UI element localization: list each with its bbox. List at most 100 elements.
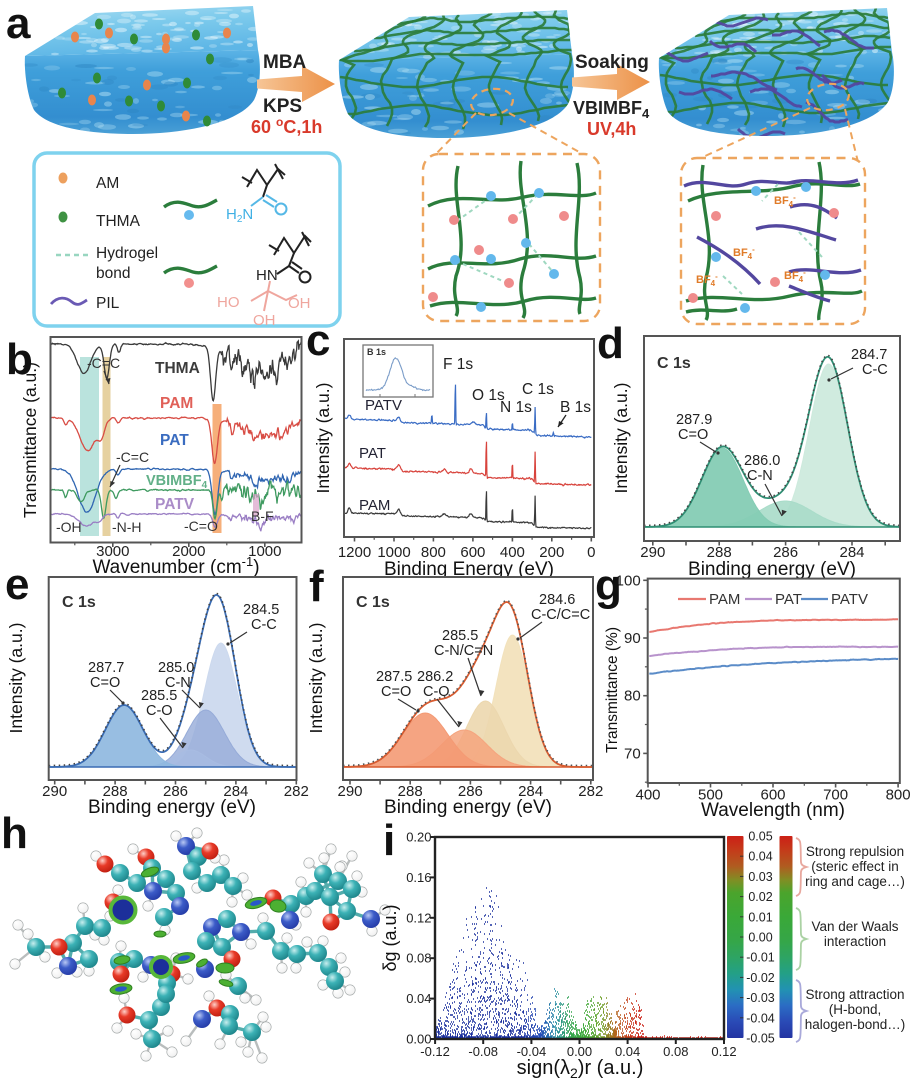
svg-text:VBIMBF4: VBIMBF4 [146,473,208,491]
svg-text:C-C/C=C: C-C/C=C [531,607,590,623]
svg-text:h: h [1,809,28,858]
svg-text:OH: OH [253,312,276,329]
svg-text:286: 286 [458,783,483,800]
svg-text:Binding energy (eV): Binding energy (eV) [384,797,552,818]
svg-text:0.08: 0.08 [406,951,431,966]
svg-text:282: 282 [284,783,309,800]
svg-text:288: 288 [398,783,423,800]
svg-text:-0.01: -0.01 [746,951,775,965]
svg-text:-0.12: -0.12 [420,1044,450,1059]
svg-text:C-C: C-C [251,617,277,633]
svg-text:ring and cage…): ring and cage…) [805,874,905,889]
svg-text:Strong attraction: Strong attraction [805,987,904,1002]
svg-text:0.20: 0.20 [406,830,431,845]
svg-text:VBIMBF4: VBIMBF4 [573,98,650,121]
svg-text:284.6: 284.6 [539,592,575,608]
svg-text:100: 100 [616,572,641,589]
svg-text:PAT: PAT [775,591,802,608]
svg-text:Transmittance (%): Transmittance (%) [604,627,621,753]
svg-text:MBA: MBA [263,52,307,73]
svg-text:0.02: 0.02 [748,890,772,904]
svg-text:284: 284 [518,783,543,800]
svg-text:-0.05: -0.05 [746,1032,775,1046]
svg-text:400: 400 [635,787,660,804]
svg-text:HO: HO [217,294,240,311]
svg-text:Wavelength (nm): Wavelength (nm) [701,800,845,821]
svg-text:1000: 1000 [248,543,281,560]
svg-text:c: c [306,316,330,365]
svg-text:-0.02: -0.02 [746,971,775,985]
svg-text:-C=O: -C=O [184,518,218,534]
svg-text:-0.03: -0.03 [746,991,775,1005]
svg-text:B 1s: B 1s [367,347,386,357]
svg-text:0.04: 0.04 [615,1044,640,1059]
svg-text:284: 284 [839,544,864,561]
svg-text:284.5: 284.5 [243,602,279,618]
svg-text:THMA: THMA [155,360,200,377]
svg-text:-0.04: -0.04 [517,1044,547,1059]
svg-text:C-C: C-C [862,362,888,378]
svg-text:-N-H: -N-H [112,519,142,535]
svg-text:F 1s: F 1s [443,356,473,373]
svg-text:600: 600 [760,787,785,804]
svg-text:THMA: THMA [96,213,141,230]
svg-text:700: 700 [823,787,848,804]
svg-text:-C=C: -C=C [87,355,120,371]
svg-text:HN: HN [256,267,278,284]
svg-text:PAT: PAT [359,445,386,462]
svg-text:0.04: 0.04 [406,991,431,1006]
svg-text:0.16: 0.16 [406,870,431,885]
svg-text:Van der Waals: Van der Waals [811,919,898,934]
svg-text:90: 90 [624,630,641,647]
svg-text:1200: 1200 [338,544,371,561]
svg-text:0.00: 0.00 [406,1032,431,1047]
svg-text:C 1s: C 1s [356,594,390,611]
svg-text:-0.08: -0.08 [468,1044,498,1059]
svg-text:B-F: B-F [251,508,274,524]
svg-text:200: 200 [539,544,564,561]
svg-text:0: 0 [587,544,595,561]
svg-text:C=O: C=O [381,684,411,700]
svg-text:1000: 1000 [377,544,410,561]
svg-text:285.5: 285.5 [141,688,177,704]
svg-text:287.5: 287.5 [376,669,412,685]
svg-text:400: 400 [500,544,525,561]
svg-text:C-N: C-N [165,675,191,691]
svg-text:PAT: PAT [160,432,189,449]
svg-text:2000: 2000 [172,543,205,560]
svg-text:BF4-: BF4- [696,272,718,289]
svg-text:C=O: C=O [678,427,708,443]
svg-text:0.05: 0.05 [748,830,772,844]
svg-text:AM: AM [96,175,119,192]
svg-text:OH: OH [288,295,311,312]
svg-text:C 1s: C 1s [522,381,554,398]
svg-text:0.12: 0.12 [406,910,431,925]
svg-text:286: 286 [773,544,798,561]
svg-text:3000: 3000 [96,543,129,560]
svg-text:b: b [6,335,33,384]
svg-text:C-N/C=N: C-N/C=N [434,643,493,659]
svg-text:f: f [309,562,324,611]
svg-text:288: 288 [707,544,732,561]
svg-text:-C=C: -C=C [116,449,149,465]
svg-text:PAM: PAM [359,497,390,514]
svg-text:C 1s: C 1s [62,594,96,611]
svg-text:284.7: 284.7 [851,347,887,363]
svg-text:PATV: PATV [365,397,402,414]
svg-text:i: i [383,816,395,865]
svg-text:C-O: C-O [146,703,173,719]
svg-text:284: 284 [223,783,248,800]
svg-text:Binding energy (eV): Binding energy (eV) [88,797,256,818]
svg-text:800: 800 [886,787,910,804]
svg-text:O 1s: O 1s [472,387,505,404]
svg-text:0.04: 0.04 [748,850,772,864]
svg-text:0.08: 0.08 [663,1044,688,1059]
svg-text:500: 500 [698,787,723,804]
svg-text:bond: bond [96,265,130,282]
svg-text:286.0: 286.0 [744,453,780,469]
svg-text:0.00: 0.00 [567,1044,592,1059]
svg-text:Strong repulsion: Strong repulsion [806,844,904,859]
svg-text:interaction: interaction [824,934,886,949]
svg-text:sign(λ2)r (a.u.): sign(λ2)r (a.u.) [517,1057,644,1081]
svg-text:e: e [5,560,29,609]
